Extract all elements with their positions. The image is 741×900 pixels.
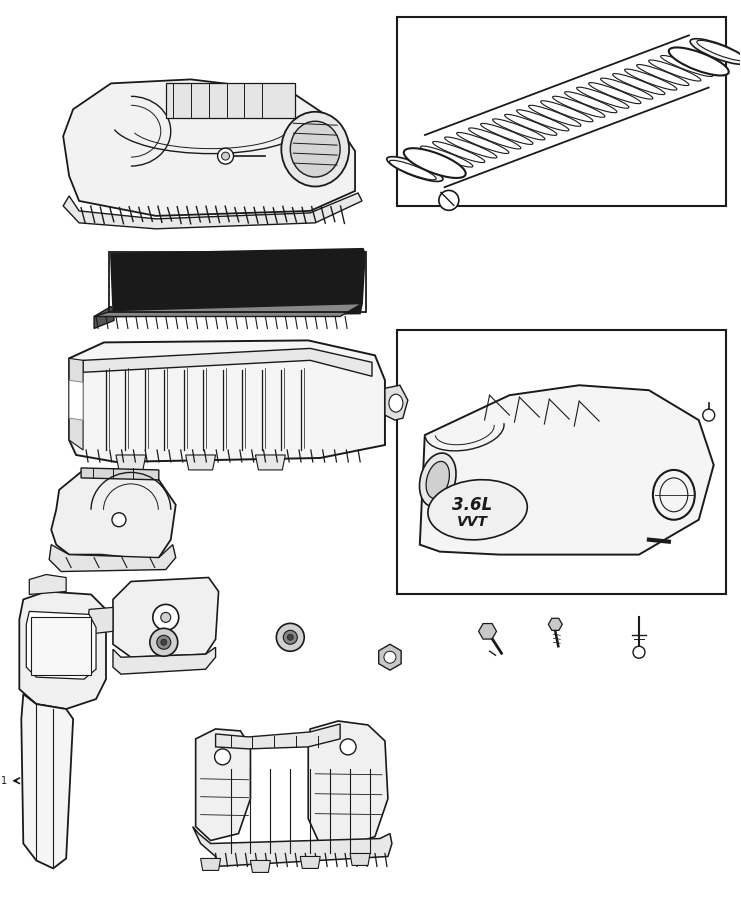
Circle shape [384, 652, 396, 663]
Circle shape [161, 612, 170, 623]
Circle shape [161, 639, 167, 645]
Polygon shape [113, 647, 216, 674]
Polygon shape [300, 857, 320, 868]
Circle shape [340, 739, 356, 755]
Polygon shape [94, 303, 362, 317]
Ellipse shape [282, 112, 349, 186]
Bar [397, 16, 725, 206]
Circle shape [439, 191, 459, 211]
Polygon shape [69, 340, 385, 462]
Polygon shape [479, 624, 496, 639]
Ellipse shape [419, 453, 456, 507]
Ellipse shape [426, 462, 449, 499]
Polygon shape [116, 455, 146, 470]
Circle shape [283, 630, 297, 644]
Circle shape [276, 624, 305, 652]
Polygon shape [379, 644, 401, 670]
Ellipse shape [389, 394, 403, 412]
Circle shape [112, 513, 126, 526]
Polygon shape [196, 729, 250, 841]
Polygon shape [385, 385, 408, 420]
Ellipse shape [697, 40, 741, 60]
Ellipse shape [690, 39, 741, 64]
Circle shape [633, 646, 645, 658]
Polygon shape [548, 618, 562, 630]
Polygon shape [250, 860, 270, 872]
Polygon shape [30, 574, 66, 595]
Polygon shape [21, 694, 73, 868]
Polygon shape [83, 348, 372, 376]
Polygon shape [94, 307, 114, 328]
Polygon shape [256, 455, 285, 470]
Polygon shape [63, 79, 355, 216]
Polygon shape [111, 248, 365, 317]
Text: 1: 1 [1, 776, 7, 786]
Bar [166, 84, 295, 118]
Polygon shape [51, 468, 176, 564]
Ellipse shape [387, 157, 443, 182]
Circle shape [150, 628, 178, 656]
Polygon shape [201, 859, 221, 870]
Polygon shape [49, 544, 176, 572]
Ellipse shape [290, 122, 340, 177]
Circle shape [157, 635, 170, 649]
Polygon shape [63, 193, 362, 229]
Circle shape [288, 634, 293, 640]
Text: VVT: VVT [457, 515, 488, 528]
Ellipse shape [390, 160, 436, 180]
Polygon shape [87, 608, 113, 634]
Polygon shape [420, 385, 714, 554]
Bar [31, 617, 91, 675]
Polygon shape [19, 591, 106, 709]
Circle shape [153, 605, 179, 630]
Polygon shape [69, 358, 83, 450]
Circle shape [222, 152, 230, 160]
Ellipse shape [669, 48, 728, 76]
Ellipse shape [404, 148, 465, 178]
Circle shape [215, 749, 230, 765]
Polygon shape [113, 578, 219, 657]
Polygon shape [26, 611, 96, 680]
Polygon shape [216, 724, 340, 749]
Bar [397, 330, 725, 595]
Ellipse shape [428, 480, 528, 540]
Text: 3.6L: 3.6L [453, 496, 493, 514]
Polygon shape [81, 468, 159, 480]
Polygon shape [193, 826, 392, 867]
Polygon shape [350, 853, 370, 866]
Bar [109, 252, 366, 311]
Polygon shape [69, 381, 83, 420]
Circle shape [218, 148, 233, 164]
Polygon shape [308, 721, 388, 847]
Circle shape [702, 410, 715, 421]
Polygon shape [186, 455, 216, 470]
